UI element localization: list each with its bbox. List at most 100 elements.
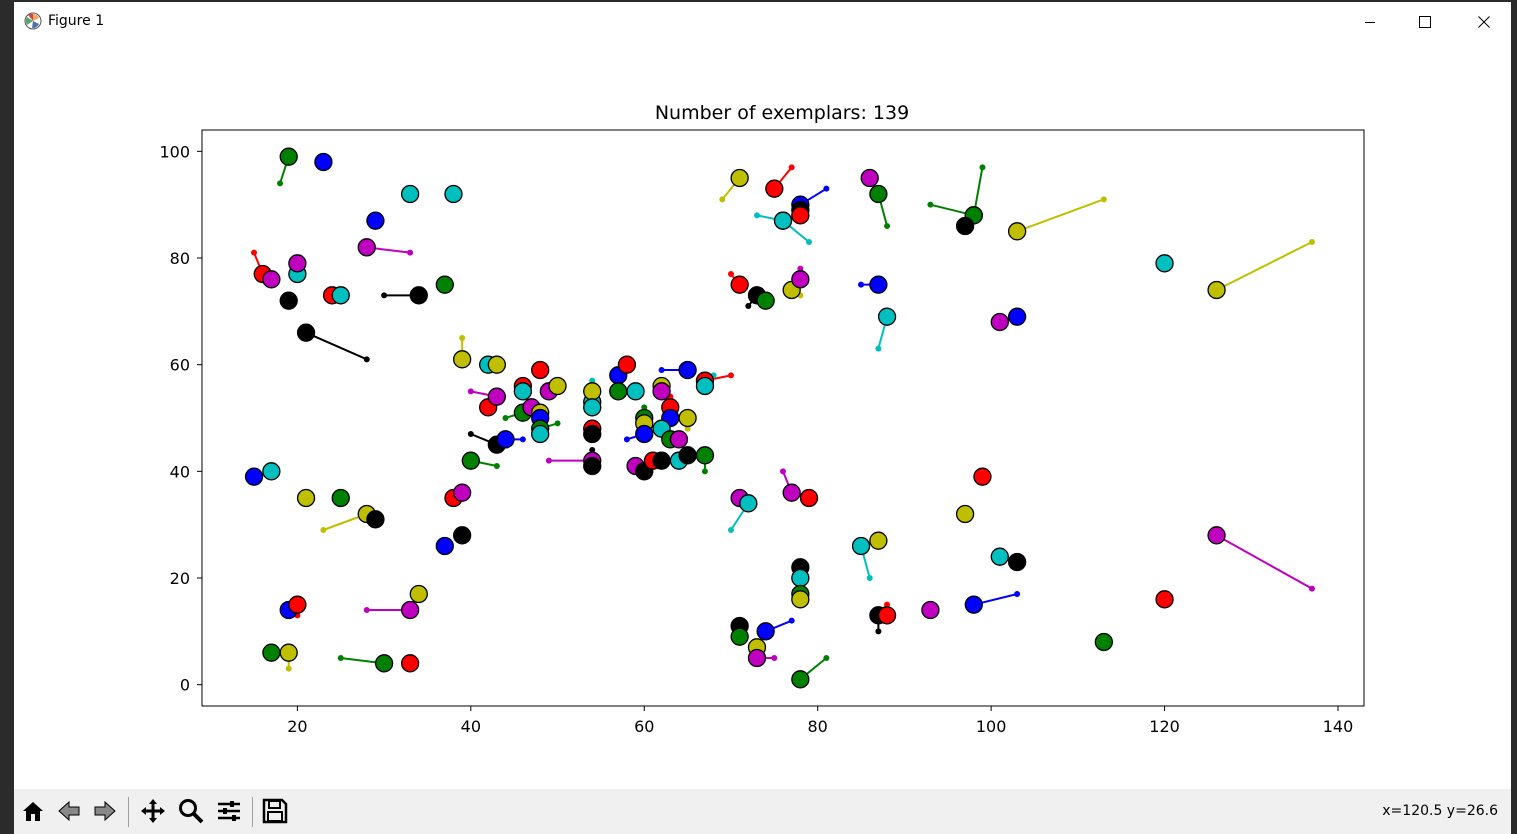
exemplar-marker bbox=[869, 184, 888, 204]
exemplar-marker bbox=[990, 312, 1009, 332]
exemplar-marker bbox=[487, 355, 506, 374]
forward-button[interactable] bbox=[88, 796, 122, 830]
toolbar-separator bbox=[128, 797, 129, 827]
target-point bbox=[545, 457, 552, 464]
exemplar-marker bbox=[955, 216, 975, 236]
exemplar-marker bbox=[288, 254, 307, 273]
minimize-button[interactable] bbox=[1347, 6, 1393, 38]
target-point bbox=[1308, 239, 1315, 245]
configure-subplots-icon bbox=[215, 797, 243, 829]
x-tick-label: 60 bbox=[634, 717, 654, 736]
x-tick-label: 40 bbox=[461, 717, 481, 736]
target-point bbox=[320, 527, 327, 533]
target-point bbox=[875, 345, 882, 352]
target-point bbox=[727, 527, 734, 533]
target-point bbox=[806, 239, 813, 245]
exemplar-marker bbox=[1007, 307, 1027, 326]
exemplar-marker bbox=[1155, 590, 1174, 609]
exemplar-marker bbox=[400, 184, 420, 204]
exemplar-marker bbox=[635, 424, 654, 444]
target-point bbox=[1308, 585, 1315, 592]
exemplar-marker bbox=[955, 504, 975, 524]
target-point bbox=[684, 425, 691, 432]
exemplar-marker bbox=[791, 590, 810, 609]
cursor-coordinates: x=120.5 y=26.6 bbox=[1382, 803, 1498, 819]
exemplar-marker bbox=[730, 275, 749, 294]
exemplar-marker bbox=[973, 467, 992, 486]
save-button[interactable] bbox=[258, 796, 292, 830]
exemplar-marker bbox=[730, 168, 749, 188]
target-point bbox=[467, 431, 474, 437]
target-point bbox=[519, 436, 526, 443]
y-tick-label: 40 bbox=[170, 462, 190, 481]
exemplar-link-line bbox=[305, 331, 368, 361]
target-point bbox=[251, 249, 258, 256]
pan-button[interactable] bbox=[136, 796, 170, 830]
target-point bbox=[866, 575, 873, 581]
exemplar-marker bbox=[296, 488, 316, 508]
y-tick-label: 0 bbox=[180, 676, 190, 695]
target-point bbox=[823, 655, 830, 661]
target-point bbox=[641, 404, 648, 411]
exemplar-marker bbox=[531, 360, 550, 380]
exemplar-marker bbox=[747, 648, 767, 668]
back-button[interactable] bbox=[52, 796, 86, 830]
exemplar-marker bbox=[279, 643, 298, 662]
exemplar-marker bbox=[695, 446, 715, 465]
exemplar-marker bbox=[461, 451, 480, 470]
target-point bbox=[467, 388, 474, 395]
scatter-chart[interactable]: Number of exemplars: 139 20 40 60 80 100 120 1… bbox=[14, 40, 1511, 789]
exemplar-marker bbox=[331, 286, 350, 305]
exemplar-marker bbox=[409, 584, 428, 604]
home-icon bbox=[20, 798, 46, 828]
target-point bbox=[407, 249, 414, 256]
exemplar-marker bbox=[1094, 632, 1114, 652]
exemplar-marker bbox=[739, 494, 758, 513]
exemplar-marker bbox=[452, 350, 472, 369]
home-button[interactable] bbox=[16, 796, 50, 830]
exemplar-marker bbox=[652, 451, 671, 470]
exemplar-marker bbox=[609, 382, 628, 401]
exemplar-marker bbox=[869, 531, 888, 550]
close-button[interactable] bbox=[1461, 6, 1507, 38]
window-title: Figure 1 bbox=[48, 13, 105, 29]
exemplar-marker bbox=[452, 483, 472, 502]
zoom-button[interactable] bbox=[174, 796, 208, 830]
y-tick-label: 60 bbox=[170, 356, 190, 375]
exemplar-marker bbox=[851, 536, 871, 556]
exemplar-marker bbox=[583, 456, 602, 476]
exemplar-link-line bbox=[1216, 534, 1313, 590]
window-titlebar[interactable]: Figure 1 bbox=[14, 0, 1511, 40]
exemplar-marker bbox=[791, 568, 810, 588]
target-point bbox=[753, 212, 760, 219]
exemplar-marker bbox=[1155, 254, 1174, 273]
exemplar-marker bbox=[409, 286, 428, 305]
x-tick-label: 120 bbox=[1149, 717, 1180, 736]
configure-subplots-button[interactable] bbox=[212, 796, 246, 830]
maximize-button[interactable] bbox=[1402, 6, 1448, 38]
exemplar-marker bbox=[1007, 222, 1027, 241]
exemplar-marker bbox=[487, 387, 506, 406]
exemplar-marker bbox=[791, 206, 810, 225]
target-point bbox=[589, 447, 596, 453]
exemplar-marker bbox=[964, 595, 983, 614]
exemplar-marker bbox=[782, 483, 801, 502]
target-point bbox=[1100, 196, 1107, 203]
target-point bbox=[780, 468, 786, 475]
target-point bbox=[658, 367, 665, 373]
target-point bbox=[788, 617, 795, 624]
exemplar-marker bbox=[678, 408, 697, 428]
maximize-icon bbox=[1419, 13, 1431, 32]
exemplar-marker bbox=[652, 382, 671, 401]
exemplar-marker bbox=[262, 462, 281, 481]
target-point bbox=[727, 372, 734, 379]
exemplar-marker bbox=[374, 654, 394, 673]
exemplar-marker bbox=[366, 510, 385, 529]
exemplar-marker bbox=[262, 270, 281, 289]
target-point bbox=[363, 356, 370, 363]
exemplar-marker bbox=[366, 211, 385, 230]
exemplar-marker bbox=[799, 488, 819, 508]
exemplar-marker bbox=[695, 376, 715, 396]
exemplar-marker bbox=[262, 643, 281, 662]
figure-canvas[interactable]: Number of exemplars: 139 20 40 60 80 100 120 1… bbox=[14, 40, 1511, 789]
